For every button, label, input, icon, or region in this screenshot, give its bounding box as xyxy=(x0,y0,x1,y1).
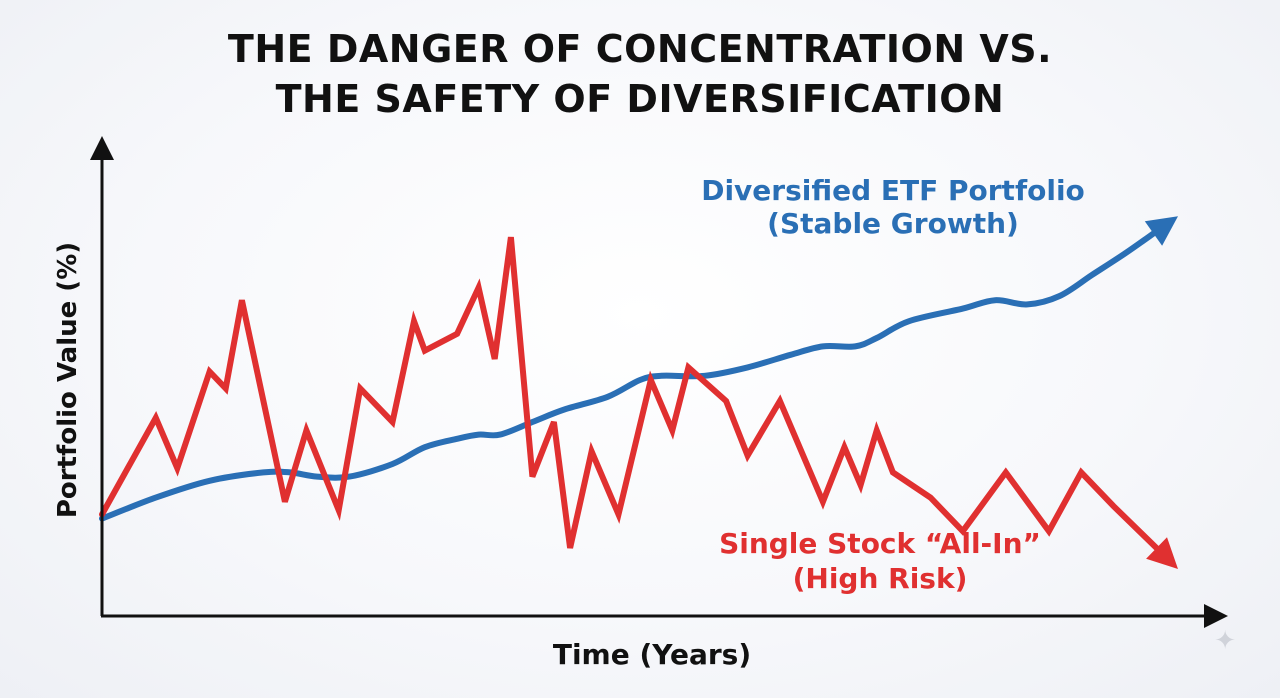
x-axis-label: Time (Years) xyxy=(553,638,751,671)
sparkle-icon: ✦ xyxy=(1214,625,1236,655)
y-axis-label: Portfolio Value (%) xyxy=(53,242,83,518)
single-stock-series xyxy=(99,236,1178,569)
single-stock-label-line-1: Single Stock “All-In” xyxy=(719,527,1041,560)
diversified-etf-label-line-1: Diversified ETF Portfolio xyxy=(701,174,1085,207)
diversified-etf-series xyxy=(99,216,1178,522)
x-axis-arrow xyxy=(1204,604,1228,628)
single-stock-label-line-2: (High Risk) xyxy=(793,562,968,595)
diversified-etf-arrowhead xyxy=(1144,216,1178,246)
chart-title-line-1: THE DANGER OF CONCENTRATION VS. xyxy=(227,27,1053,71)
single-stock-line xyxy=(99,236,1160,551)
chart-title-line-2: THE SAFETY OF DIVERSIFICATION xyxy=(275,77,1005,121)
diversified-etf-line xyxy=(99,230,1157,522)
diversified-etf-label-line-2: (Stable Growth) xyxy=(767,207,1019,240)
y-axis-arrow xyxy=(90,136,114,160)
single-stock-arrowhead xyxy=(1146,537,1178,569)
chart-title: THE DANGER OF CONCENTRATION VS. THE SAFE… xyxy=(0,24,1280,124)
